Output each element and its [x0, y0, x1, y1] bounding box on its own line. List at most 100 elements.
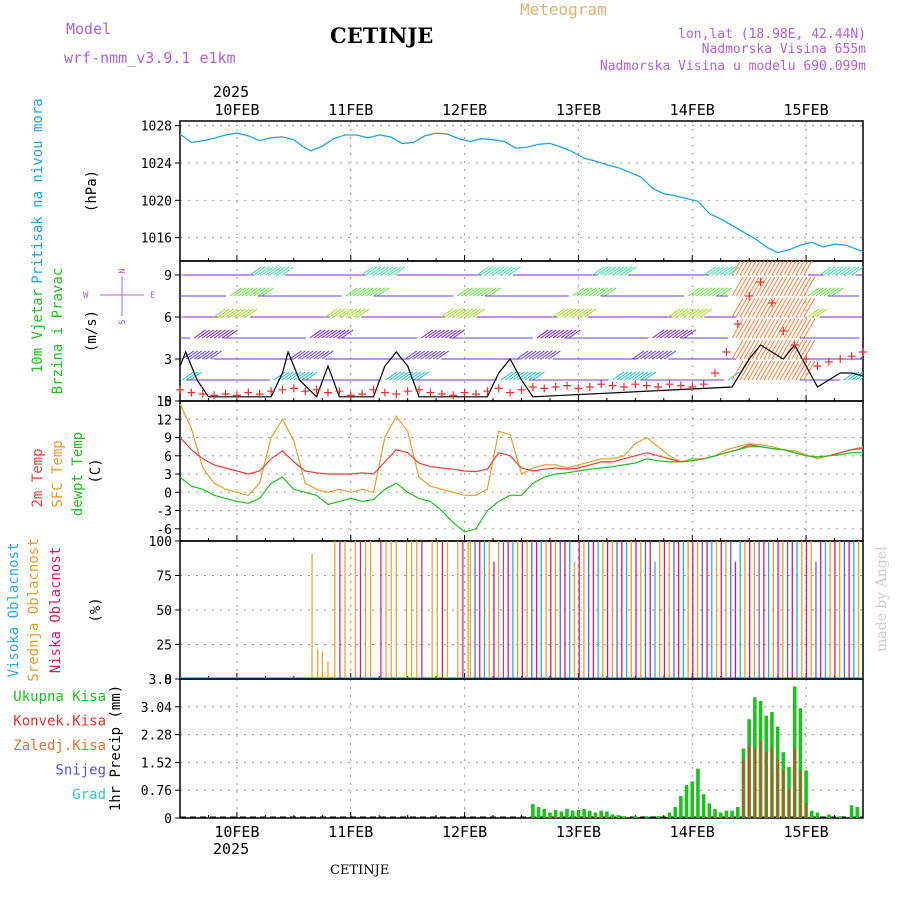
- precip-total-bar: [616, 815, 621, 818]
- wind-barb: [851, 266, 863, 276]
- day-label-bottom: 13FEB: [556, 823, 601, 841]
- wind-barb: [604, 287, 617, 297]
- wind-axis-unit: (m/s): [84, 310, 100, 352]
- wind-barb: [205, 329, 218, 339]
- wind-barb: [393, 266, 406, 276]
- wind-barb: [592, 266, 605, 276]
- wind-barb: [783, 276, 796, 297]
- precip-legend-item: Snijeg: [55, 763, 106, 779]
- wind-barb: [827, 266, 840, 276]
- wind-barb: [743, 276, 756, 297]
- wind-barb: [333, 329, 346, 339]
- wind-barb: [568, 308, 581, 318]
- wind-barb: [763, 339, 776, 360]
- wind-barb: [345, 287, 358, 297]
- wind-barb: [743, 297, 756, 318]
- wind-barb: [763, 297, 776, 318]
- wind-barb: [739, 297, 752, 318]
- wind-barb: [257, 287, 270, 297]
- y-tick-label: 0: [164, 395, 172, 410]
- wind-barb: [843, 266, 856, 276]
- wind-barb: [731, 276, 744, 297]
- wind-barb: [859, 355, 863, 360]
- wind-speed-point: [198, 390, 207, 398]
- wind-barb: [739, 261, 749, 276]
- wind-barb: [668, 308, 681, 318]
- wind-barb: [237, 287, 250, 297]
- wind-barb: [580, 308, 593, 318]
- wind-barb: [687, 308, 701, 318]
- precip-conv-bar: [770, 748, 774, 818]
- wind-barb: [436, 329, 450, 339]
- wind-barb: [385, 371, 398, 381]
- wind-barb: [472, 287, 485, 297]
- wind-barb: [636, 350, 649, 360]
- wind-barb: [691, 308, 705, 318]
- wind-barb: [660, 350, 673, 360]
- wind-barb: [301, 350, 314, 360]
- wind-barb: [560, 308, 573, 318]
- wind-barb: [747, 297, 760, 318]
- wind-barb: [221, 308, 234, 318]
- wind-barb: [747, 360, 760, 381]
- wind-barb: [492, 266, 505, 276]
- precip-total-bar: [838, 816, 843, 818]
- wind-barb: [464, 287, 477, 297]
- precip-total-bar: [599, 810, 603, 818]
- wind-speed-point: [745, 292, 754, 300]
- precip-total-bar: [622, 816, 626, 818]
- precip-legend-item: Ukupna Kisa: [13, 689, 106, 705]
- pressure-line: [179, 132, 864, 254]
- wind-speed-point: [631, 380, 640, 389]
- wind-barb: [249, 287, 262, 297]
- wind-barb: [751, 297, 764, 318]
- wind-barb: [580, 287, 593, 297]
- wind-barb: [831, 287, 844, 297]
- y-tick-label: 3.8: [149, 673, 172, 688]
- cloud-axis-title-mid: Srednja Oblacnost: [26, 538, 42, 681]
- wind-barb: [213, 329, 226, 339]
- precip-conv-bar: [753, 748, 757, 818]
- wind-barb: [795, 318, 808, 339]
- wind-barb: [664, 350, 677, 360]
- wind-barb: [357, 287, 370, 297]
- wind-barb: [357, 308, 370, 318]
- wind-barb: [468, 308, 481, 318]
- day-label-bottom: 14FEB: [670, 823, 715, 841]
- wind-speed-point: [585, 383, 594, 391]
- wind-barb: [755, 261, 765, 276]
- wind-arrows: [180, 261, 863, 381]
- wind-speed-point: [619, 383, 628, 391]
- wind-barb: [616, 371, 629, 381]
- wind-speed-point: [756, 278, 765, 286]
- wind-barb: [783, 360, 796, 381]
- wind-barb: [608, 266, 621, 276]
- wind-barb: [293, 371, 306, 381]
- wind-barb: [787, 276, 800, 297]
- y-tick-label: 0: [164, 486, 172, 501]
- wind-barb: [229, 308, 242, 318]
- day-label-top: 14FEB: [670, 101, 715, 119]
- precip-conv-bar: [799, 770, 802, 818]
- wind-barb: [803, 360, 816, 381]
- wind-barb: [421, 350, 434, 360]
- wind-barb: [552, 329, 565, 339]
- wind-barb: [759, 297, 772, 318]
- wind-barb: [417, 350, 430, 360]
- wind-barb: [528, 350, 541, 360]
- wind-barb: [444, 308, 457, 318]
- wind-speed-point: [312, 385, 321, 394]
- wind-barb: [791, 297, 804, 318]
- wind-barb: [771, 318, 784, 339]
- wind-speed-point: [779, 327, 788, 335]
- wind-barb: [205, 350, 218, 360]
- wind-barb: [668, 329, 681, 339]
- wind-barb: [389, 371, 402, 381]
- precip-total-bar: [656, 816, 660, 818]
- wind-speed-point: [380, 388, 389, 397]
- wind-barb: [337, 329, 350, 339]
- wind-barb: [321, 350, 334, 360]
- y-tick-label: 25: [156, 639, 172, 654]
- wind-barb: [683, 308, 697, 318]
- wind-barb: [564, 329, 577, 339]
